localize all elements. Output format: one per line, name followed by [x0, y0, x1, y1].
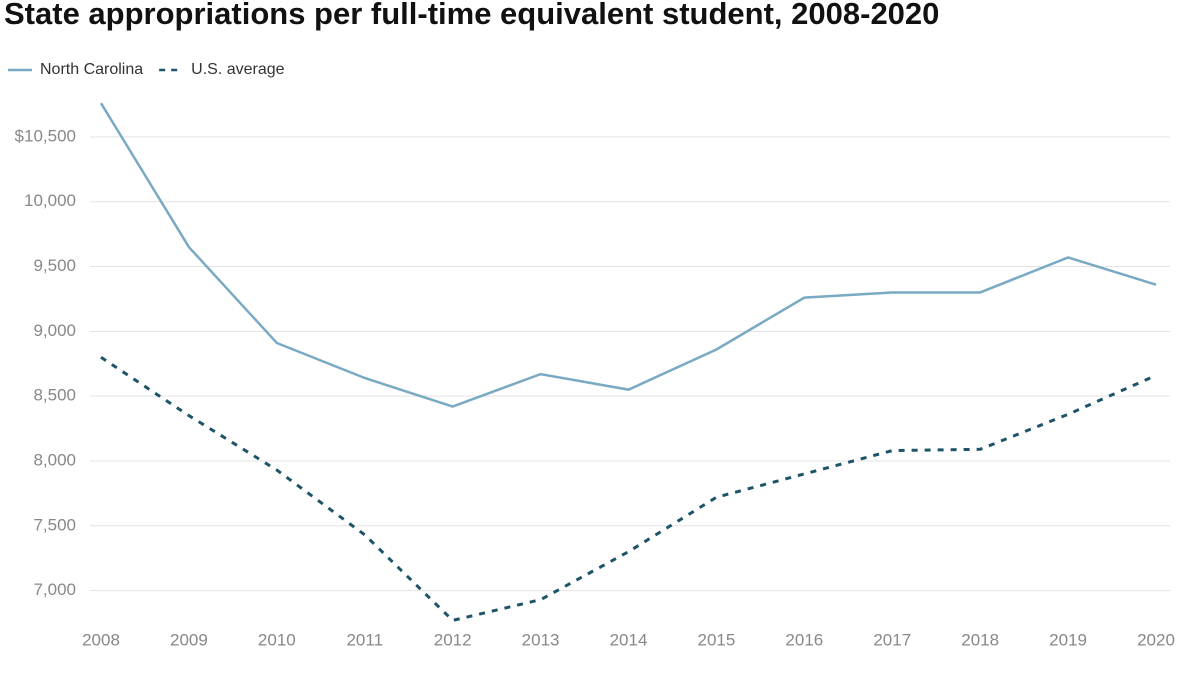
chart-title: State appropriations per full-time equiv…	[4, 0, 939, 31]
y-tick-label: 8,000	[33, 450, 76, 469]
x-tick-label: 2009	[170, 630, 208, 649]
x-tick-label: 2012	[434, 630, 472, 649]
x-tick-label: 2014	[610, 630, 648, 649]
series-line	[99, 102, 1157, 408]
x-tick-label: 2011	[346, 630, 383, 649]
x-tick-label: 2020	[1137, 630, 1175, 649]
series-line	[100, 356, 1157, 623]
legend-label: U.S. average	[191, 61, 284, 78]
x-tick-label: 2013	[522, 630, 560, 649]
y-tick-label: 7,500	[33, 515, 76, 534]
y-tick-label: 7,000	[33, 580, 76, 599]
y-tick-label: 10,000	[24, 191, 76, 210]
x-tick-label: 2010	[258, 630, 296, 649]
x-tick-label: 2018	[961, 630, 999, 649]
y-tick-label: $10,500	[15, 126, 76, 145]
x-tick-label: 2016	[785, 630, 823, 649]
y-tick-label: 9,500	[33, 256, 76, 275]
y-tick-label: 9,000	[33, 321, 76, 340]
x-tick-label: 2017	[873, 630, 911, 649]
legend-label: North Carolina	[40, 61, 143, 78]
x-tick-label: 2008	[82, 630, 120, 649]
x-tick-label: 2019	[1049, 630, 1087, 649]
y-tick-label: 8,500	[33, 386, 76, 405]
x-tick-label: 2015	[698, 630, 736, 649]
